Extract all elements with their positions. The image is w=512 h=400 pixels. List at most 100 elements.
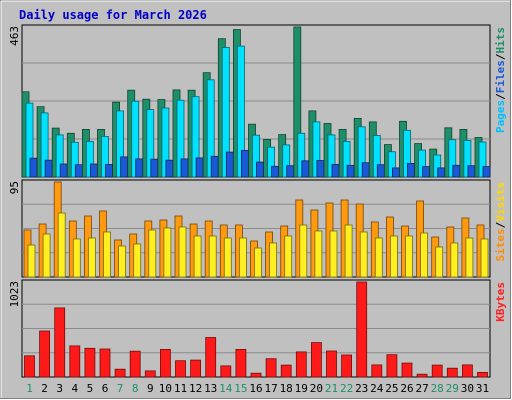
x-axis-tick-labels: 1 2 3 4 5 6 7 8 9 10 11 12 13 14 15 16 17 18 19 20 21 22 23 24 2… [26,382,489,395]
x-tick-label-day-2: 2 [41,382,48,395]
bar-pages-day-26 [407,162,415,178]
bar-files-day-4 [70,141,79,178]
bar-pages-day-9 [150,158,159,178]
bar-sites-day-2 [42,233,51,278]
bar-kbytes-day-2 [39,330,50,378]
bar-sites-day-25 [389,235,398,278]
x-tick-label-day-25: 25 [385,382,398,395]
x-tick-label-day-11: 11 [174,382,187,395]
bar-kbytes-day-7 [114,368,126,378]
bar-sites-day-28 [435,246,444,278]
bar-kbytes-day-30 [461,364,473,378]
bar-sites-day-8 [133,243,142,278]
bar-files-day-22 [342,140,351,178]
x-tick-label-day-19: 19 [295,382,308,395]
bar-pages-day-10 [165,159,174,178]
legend-entry-separator: / [494,221,507,228]
bar-sites-day-29 [450,242,459,278]
bar-kbytes-day-23 [356,281,368,378]
x-tick-label-day-8: 8 [132,382,139,395]
x-tick-label-day-6: 6 [102,382,109,395]
bar-kbytes-day-10 [159,348,171,378]
bar-pages-day-1 [29,157,38,178]
bar-files-day-5 [86,140,94,178]
bar-sites-day-30 [465,237,474,278]
bar-pages-day-2 [44,159,53,178]
x-tick-label-day-14: 14 [219,382,233,395]
legend-entry-visits: Visits [494,182,507,222]
x-tick-label-day-16: 16 [249,382,262,395]
bar-kbytes-day-18 [280,364,292,378]
bar-sites-day-15 [238,237,247,278]
x-tick-label-day-22: 22 [340,382,353,395]
bar-files-day-8 [131,100,140,178]
bar-files-day-24 [372,135,381,178]
bar-sites-day-19 [299,224,308,278]
bar-files-day-13 [206,79,215,178]
bar-sites-day-27 [420,232,429,278]
bar-kbytes-day-3 [54,307,66,378]
bar-files-day-21 [327,134,336,178]
bar-sites-day-21 [329,230,338,278]
bar-pages-day-11 [180,158,189,178]
bar-kbytes-day-14 [220,365,232,378]
bar-sites-day-31 [480,238,489,278]
x-tick-label-day-23: 23 [355,382,368,395]
bar-pages-day-16 [256,161,264,178]
bar-kbytes-day-19 [295,351,307,378]
chart-title: Daily usage for March 2026 [19,8,207,22]
bar-sites-day-7 [118,245,126,278]
bar-kbytes-day-31 [477,371,488,378]
x-tick-label-day-21: 21 [325,382,338,395]
legend-entry-pages: Pages [494,100,507,133]
bar-files-day-31 [478,141,487,178]
x-tick-label-day-31: 31 [476,382,489,395]
bar-sites-day-11 [178,226,187,278]
x-tick-label-day-20: 20 [310,382,323,395]
legend-entry-separator: / [494,93,507,100]
bar-kbytes-day-8 [129,350,141,378]
bar-pages-day-29 [452,164,461,178]
x-tick-label-day-27: 27 [415,382,428,395]
x-tick-label-day-5: 5 [87,382,94,395]
bar-kbytes-day-4 [69,345,81,378]
panel-hits-ymax-label: 463 [8,26,21,46]
x-tick-label-day-18: 18 [280,382,293,395]
bar-files-day-7 [116,110,124,178]
x-tick-label-day-7: 7 [117,382,124,395]
bar-pages-day-28 [437,167,446,178]
bar-kbytes-day-22 [341,354,353,378]
bar-sites-day-20 [314,230,323,278]
bar-files-day-2 [40,112,49,178]
bar-files-day-14 [221,47,230,178]
bar-sites-day-18 [284,235,293,278]
bar-kbytes-day-13 [205,337,217,378]
bar-files-day-28 [433,154,442,178]
bar-sites-day-4 [72,238,81,278]
bar-kbytes-day-17 [265,358,277,378]
x-tick-label-day-1: 1 [26,382,33,395]
x-tick-label-day-29: 29 [446,382,459,395]
bar-kbytes-day-26 [401,362,413,378]
bar-files-day-19 [297,132,306,178]
panel-visits-legend: Sites/Visits [494,182,507,262]
bar-sites-day-17 [269,242,278,278]
x-tick-label-day-13: 13 [204,382,217,395]
bar-kbytes-day-6 [99,348,111,378]
bar-files-day-15 [236,45,245,178]
x-tick-label-day-12: 12 [189,382,202,395]
bar-files-day-23 [357,126,366,178]
bar-pages-day-17 [271,165,280,178]
panel-kbytes-ymax-label: 1023 [8,281,21,308]
bar-pages-day-24 [376,164,385,178]
bar-files-day-9 [146,109,155,178]
bar-files-day-11 [176,99,185,178]
x-tick-label-day-28: 28 [431,382,444,395]
bar-sites-day-16 [254,247,262,278]
bar-pages-day-18 [286,165,295,178]
bar-pages-day-7 [120,156,128,178]
bar-files-day-18 [282,144,291,178]
bar-kbytes-day-11 [175,360,186,378]
